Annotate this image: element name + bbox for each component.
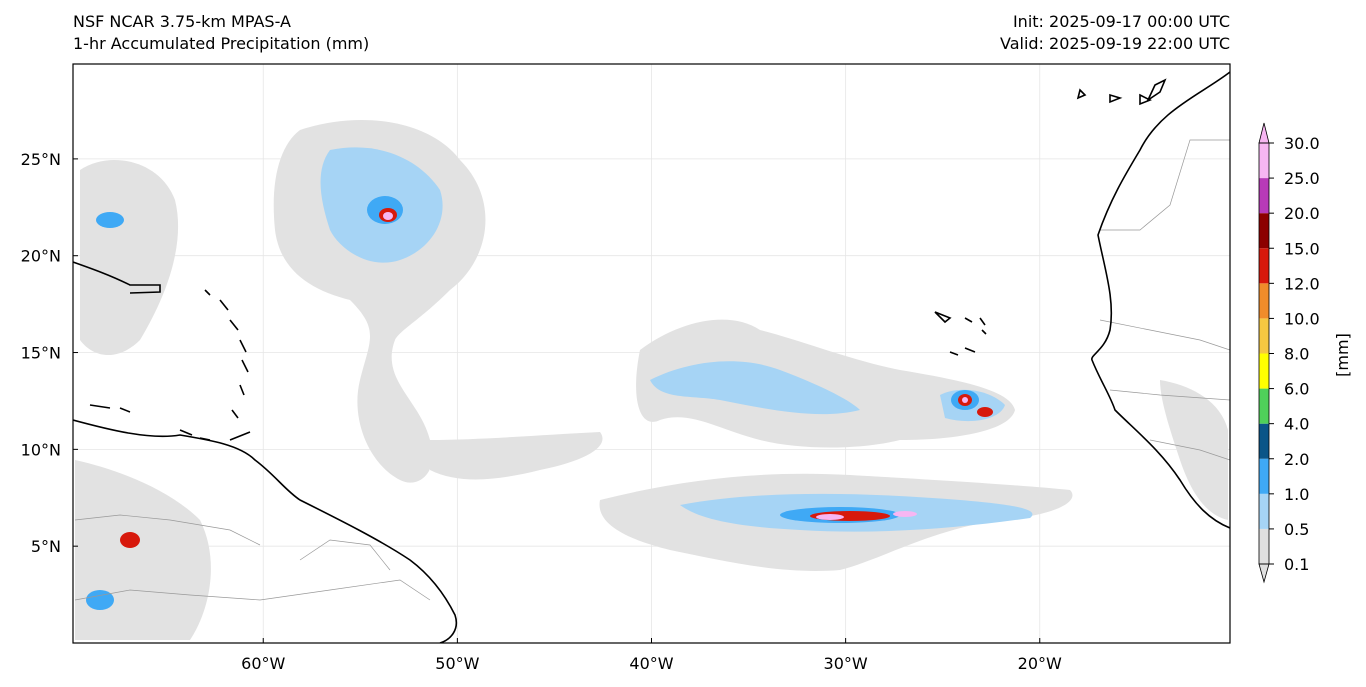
border-guinea	[1149, 439, 1230, 461]
coastline-cape-verde	[934, 311, 987, 356]
valid-time: Valid: 2025-09-19 22:00 UTC	[999, 34, 1230, 53]
lat-tick-marks	[73, 158, 78, 547]
colorbar-segment	[1259, 248, 1269, 284]
coastline-west-africa	[1091, 71, 1230, 529]
lon-tick-label: 20°W	[1018, 654, 1062, 673]
lat-tick-label: 15°N	[21, 344, 61, 363]
field-name: 1-hr Accumulated Precipitation (mm)	[73, 34, 370, 53]
colorbar-segments	[1258, 122, 1270, 584]
precip-core-cape-verde-pink	[962, 397, 968, 403]
border-brazil	[74, 579, 431, 601]
lon-tick-label: 60°W	[241, 654, 285, 673]
precip-core-hurricane-pink	[383, 212, 393, 220]
lon-tick-labels: 60°W 50°W 40°W 30°W 20°W	[241, 654, 1062, 673]
colorbar-segment	[1259, 458, 1269, 494]
precip-core-south-america	[120, 532, 140, 548]
precip-band-central	[650, 361, 860, 415]
colorbar-segment	[1259, 283, 1269, 319]
lon-tick-label: 50°W	[435, 654, 479, 673]
map-panel	[72, 63, 1231, 644]
lon-tick-marks	[262, 638, 1041, 643]
colorbar-tick-label: 10.0	[1284, 309, 1320, 328]
lat-tick-label: 5°N	[31, 537, 61, 556]
coastline-south-america	[73, 419, 458, 643]
precip-area-itcz-west	[430, 432, 603, 480]
border-guyana	[299, 539, 391, 571]
colorbar: 0.1 0.5 1.0 2.0 4.0 6.0 8.0 10.0 12.0 15.0 20.0 25.…	[1258, 122, 1352, 584]
lat-tick-label: 10°N	[21, 440, 61, 459]
precip-heavy-cores	[86, 196, 993, 610]
lat-tick-label: 20°N	[21, 247, 61, 266]
colorbar-segment	[1259, 178, 1269, 214]
coastline-lesser-antilles	[204, 289, 249, 419]
colorbar-segment	[1259, 318, 1269, 354]
precip-core-itcz-pink	[816, 514, 844, 520]
lat-tick-labels: 25°N 20°N 15°N 10°N 5°N	[21, 150, 61, 556]
lat-tick-label: 25°N	[21, 150, 61, 169]
precip-core-caribbean	[96, 212, 124, 228]
country-borders	[74, 139, 1230, 601]
border-senegal	[1109, 389, 1230, 401]
colorbar-tick-label: 0.1	[1284, 555, 1309, 574]
colorbar-extend-low	[1258, 563, 1270, 584]
colorbar-tick-label: 30.0	[1284, 134, 1320, 153]
colorbar-tick-label: 2.0	[1284, 450, 1309, 469]
precip-area-west-africa	[1160, 380, 1228, 520]
colorbar-tick-label: 12.0	[1284, 274, 1320, 293]
border-western-sahara	[1100, 139, 1230, 231]
coastline-caribbean-islands	[89, 404, 251, 441]
colorbar-segment	[1259, 423, 1269, 459]
title-right: Init: 2025-09-17 00:00 UTC Valid: 2025-0…	[1000, 11, 1230, 55]
title-left: NSF NCAR 3.75-km MPAS-A 1-hr Accumulated…	[73, 11, 369, 55]
colorbar-segment	[1259, 528, 1269, 564]
colorbar-tick-label: 20.0	[1284, 204, 1320, 223]
precip-area-central-atlantic	[636, 319, 1015, 448]
coastlines	[73, 71, 1230, 643]
colorbar-tick-label: 15.0	[1284, 239, 1320, 258]
coastline-hispaniola	[73, 261, 161, 294]
colorbar-tick-label: 0.5	[1284, 520, 1309, 539]
colorbar-unit-label: [mm]	[1333, 333, 1352, 377]
lon-tick-label: 40°W	[629, 654, 673, 673]
colorbar-extend-high	[1258, 122, 1270, 144]
precip-core-south-america-south	[86, 590, 114, 610]
colorbar-segment	[1259, 143, 1269, 179]
colorbar-tick-label: 25.0	[1284, 169, 1320, 188]
colorbar-segment	[1259, 388, 1269, 424]
colorbar-segment	[1259, 353, 1269, 389]
colorbar-tick-label: 8.0	[1284, 345, 1309, 364]
coastline-canary-islands	[1076, 78, 1167, 106]
border-venezuela	[74, 514, 261, 546]
colorbar-tick-label: 4.0	[1284, 415, 1309, 434]
precip-area-caribbean-north	[80, 160, 179, 355]
colorbar-tick-label: 6.0	[1284, 380, 1309, 399]
precip-core-itcz-pink-east	[893, 511, 917, 517]
border-mauritania	[1099, 319, 1230, 351]
precip-core-cape-verde-east	[977, 407, 993, 417]
lon-tick-label: 30°W	[824, 654, 868, 673]
colorbar-tick-labels: 0.1 0.5 1.0 2.0 4.0 6.0 8.0 10.0 12.0 15.0 20.0 25.…	[1269, 134, 1320, 574]
map-frame	[72, 63, 1231, 644]
colorbar-segment	[1259, 493, 1269, 529]
colorbar-segment	[1259, 213, 1269, 249]
init-time: Init: 2025-09-17 00:00 UTC	[1012, 12, 1230, 31]
model-name: NSF NCAR 3.75-km MPAS-A	[73, 12, 291, 31]
colorbar-tick-label: 1.0	[1284, 485, 1309, 504]
